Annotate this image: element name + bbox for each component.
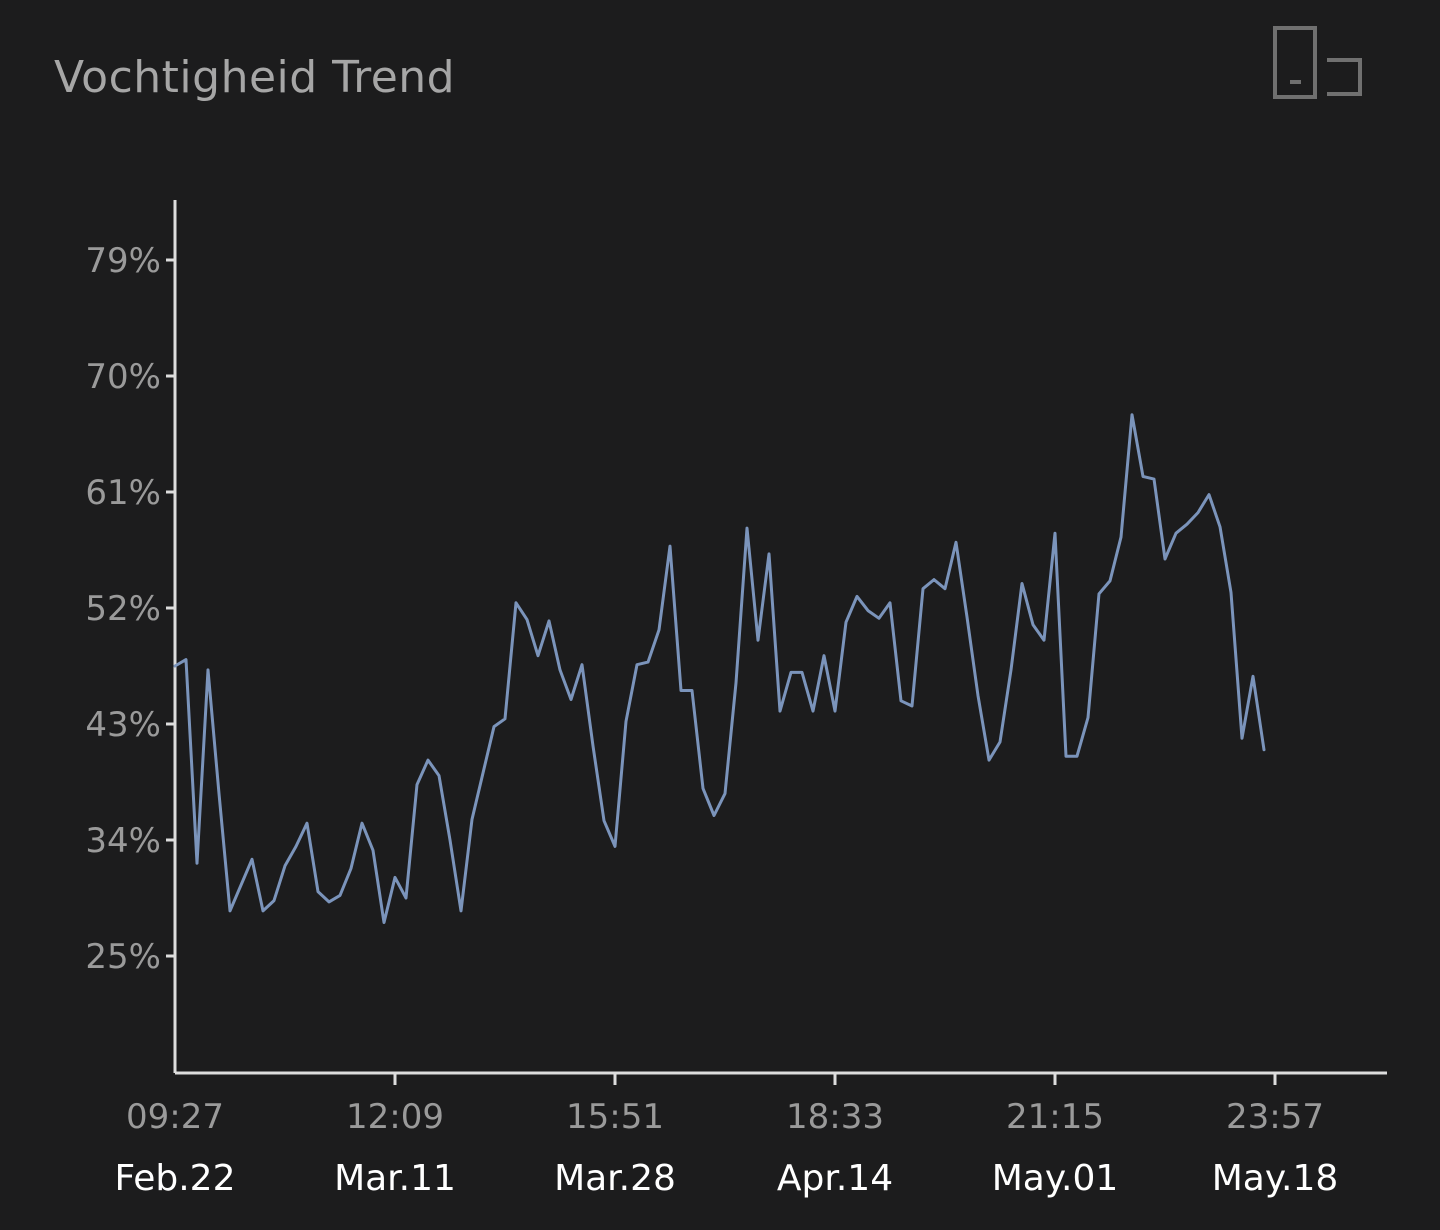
- x-tick-label-date: Mar.11: [334, 1158, 456, 1199]
- y-tick-label: 61%: [85, 473, 161, 513]
- y-tick-label: 43%: [85, 705, 161, 745]
- x-tick-label-date: May.01: [992, 1158, 1119, 1199]
- y-tick-label: 79%: [85, 241, 161, 281]
- x-tick-label-time: 09:27: [126, 1097, 224, 1137]
- y-tick-label: 34%: [85, 821, 161, 861]
- y-tick-label: 52%: [85, 589, 161, 629]
- chart-title: Vochtigheid Trend: [54, 52, 456, 103]
- y-tick-label: 70%: [85, 357, 161, 397]
- toggle-view-button[interactable]: [1268, 22, 1368, 102]
- y-tick-label: 25%: [85, 937, 161, 977]
- x-tick-label-time: 15:51: [566, 1097, 664, 1137]
- x-tick-label-time: 21:15: [1006, 1097, 1104, 1137]
- x-tick-label-time: 23:57: [1226, 1097, 1324, 1137]
- x-tick-label-date: Feb.22: [115, 1158, 236, 1199]
- series-line: [173, 413, 1266, 924]
- x-tick-label-time: 18:33: [786, 1097, 884, 1137]
- x-tick-label-date: May.18: [1212, 1158, 1339, 1199]
- x-tick-label-date: Mar.28: [554, 1158, 676, 1199]
- x-tick-label-time: 12:09: [346, 1097, 444, 1137]
- x-tick-label-date: Apr.14: [777, 1158, 893, 1199]
- toggle-view-icon: [1273, 26, 1362, 99]
